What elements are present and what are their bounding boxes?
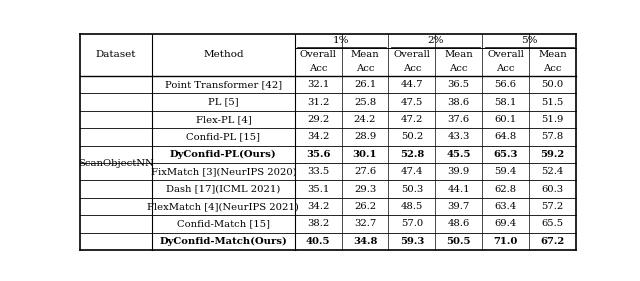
Text: 50.5: 50.5: [447, 237, 471, 246]
Text: Confid-Match [15]: Confid-Match [15]: [177, 219, 270, 228]
Text: 5%: 5%: [521, 36, 538, 45]
Text: FlexMatch [4](NeurIPS 2021): FlexMatch [4](NeurIPS 2021): [147, 202, 300, 211]
Text: Acc: Acc: [356, 64, 374, 73]
Text: 29.2: 29.2: [307, 115, 329, 124]
Text: 34.8: 34.8: [353, 237, 377, 246]
Text: 50.2: 50.2: [401, 132, 423, 141]
Text: 1%: 1%: [333, 36, 350, 45]
Text: 38.2: 38.2: [307, 219, 329, 228]
Text: FixMatch [3](NeurIPS 2020): FixMatch [3](NeurIPS 2020): [150, 167, 296, 176]
Text: 35.6: 35.6: [306, 150, 330, 159]
Text: 32.7: 32.7: [354, 219, 376, 228]
Text: 50.0: 50.0: [541, 80, 564, 89]
Text: Dash [17](ICML 2021): Dash [17](ICML 2021): [166, 185, 280, 194]
Text: 60.3: 60.3: [541, 185, 564, 194]
Text: 59.4: 59.4: [495, 167, 517, 176]
Text: 28.9: 28.9: [354, 132, 376, 141]
Text: Acc: Acc: [403, 64, 421, 73]
Text: 51.9: 51.9: [541, 115, 564, 124]
Text: Overall: Overall: [487, 50, 524, 59]
Text: 36.5: 36.5: [448, 80, 470, 89]
Text: 48.6: 48.6: [447, 219, 470, 228]
Text: 40.5: 40.5: [306, 237, 330, 246]
Text: 50.3: 50.3: [401, 185, 423, 194]
Text: PL [5]: PL [5]: [208, 98, 239, 107]
Text: 62.8: 62.8: [495, 185, 516, 194]
Text: 63.4: 63.4: [495, 202, 516, 211]
Text: Mean: Mean: [538, 50, 567, 59]
Text: 59.2: 59.2: [540, 150, 564, 159]
Text: 26.1: 26.1: [354, 80, 376, 89]
Text: Point Transformer [42]: Point Transformer [42]: [165, 80, 282, 89]
Text: 37.6: 37.6: [448, 115, 470, 124]
Text: 43.3: 43.3: [447, 132, 470, 141]
Text: Confid-PL [15]: Confid-PL [15]: [186, 132, 260, 141]
Text: Acc: Acc: [309, 64, 327, 73]
Text: 60.1: 60.1: [495, 115, 516, 124]
Text: Mean: Mean: [351, 50, 380, 59]
Text: 59.3: 59.3: [400, 237, 424, 246]
Text: Acc: Acc: [449, 64, 468, 73]
Text: 57.8: 57.8: [541, 132, 564, 141]
Text: 57.2: 57.2: [541, 202, 564, 211]
Text: Dataset: Dataset: [96, 50, 136, 59]
Text: 26.2: 26.2: [354, 202, 376, 211]
Text: 30.1: 30.1: [353, 150, 377, 159]
Text: Acc: Acc: [497, 64, 515, 73]
Text: 39.9: 39.9: [447, 167, 470, 176]
Text: Overall: Overall: [394, 50, 430, 59]
Text: 27.6: 27.6: [354, 167, 376, 176]
Text: 51.5: 51.5: [541, 98, 564, 107]
Text: 47.2: 47.2: [401, 115, 423, 124]
Text: 31.2: 31.2: [307, 98, 329, 107]
Text: 2%: 2%: [427, 36, 444, 45]
Text: Mean: Mean: [444, 50, 473, 59]
Text: 45.5: 45.5: [447, 150, 471, 159]
Text: 47.5: 47.5: [401, 98, 423, 107]
Text: 39.7: 39.7: [447, 202, 470, 211]
Text: 65.3: 65.3: [493, 150, 518, 159]
Text: 34.2: 34.2: [307, 132, 329, 141]
Text: 69.4: 69.4: [495, 219, 516, 228]
Text: 48.5: 48.5: [401, 202, 423, 211]
Text: 58.1: 58.1: [495, 98, 517, 107]
Text: 32.1: 32.1: [307, 80, 329, 89]
Text: 44.1: 44.1: [447, 185, 470, 194]
Text: Overall: Overall: [300, 50, 337, 59]
Text: 56.6: 56.6: [495, 80, 516, 89]
Text: 24.2: 24.2: [354, 115, 376, 124]
Text: 52.4: 52.4: [541, 167, 564, 176]
Text: 47.4: 47.4: [401, 167, 423, 176]
Text: 34.2: 34.2: [307, 202, 329, 211]
Text: 65.5: 65.5: [541, 219, 564, 228]
Text: 38.6: 38.6: [448, 98, 470, 107]
Text: ScanObjectNN: ScanObjectNN: [78, 158, 154, 167]
Text: Flex-PL [4]: Flex-PL [4]: [195, 115, 252, 124]
Text: 25.8: 25.8: [354, 98, 376, 107]
Text: 33.5: 33.5: [307, 167, 329, 176]
Text: 57.0: 57.0: [401, 219, 423, 228]
Text: DyConfid-PL(Ours): DyConfid-PL(Ours): [170, 150, 276, 159]
Text: 52.8: 52.8: [400, 150, 424, 159]
Text: DyConfid-Match(Ours): DyConfid-Match(Ours): [159, 237, 287, 246]
Text: 71.0: 71.0: [493, 237, 518, 246]
Text: 67.2: 67.2: [540, 237, 564, 246]
Text: 44.7: 44.7: [401, 80, 423, 89]
Text: Acc: Acc: [543, 64, 562, 73]
Text: 35.1: 35.1: [307, 185, 329, 194]
Text: 64.8: 64.8: [495, 132, 516, 141]
Text: 29.3: 29.3: [354, 185, 376, 194]
Text: Method: Method: [203, 50, 244, 59]
